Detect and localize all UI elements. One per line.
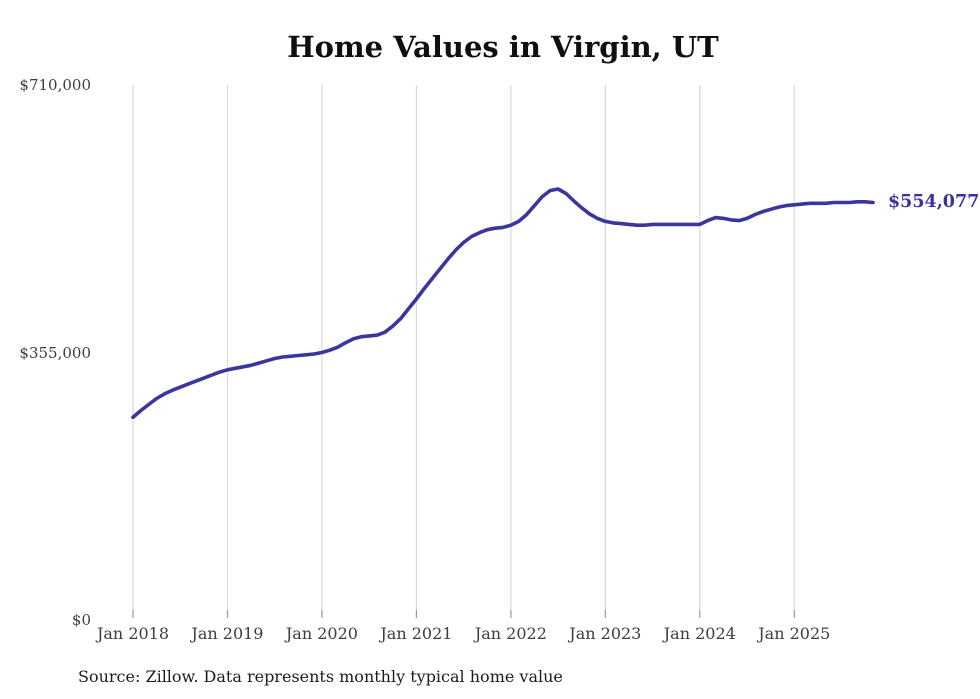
source-note: Source: Zillow. Data represents monthly …: [78, 667, 563, 686]
x-axis-label-2023: Jan 2023: [569, 624, 642, 643]
y-axis-label-355000: $355,000: [19, 343, 91, 362]
year-gridlines: [132, 85, 795, 610]
x-axis-label-2019: Jan 2019: [191, 624, 264, 643]
x-axis-label-2020: Jan 2020: [285, 624, 358, 643]
x-axis-ticks: [132, 610, 795, 618]
chart-title: Home Values in Virgin, UT: [287, 30, 719, 64]
y-axis-label-0: $0: [71, 611, 91, 629]
x-axis-label-2022: Jan 2022: [474, 624, 547, 643]
latest-value-label: $554,077: [888, 192, 980, 213]
x-axis-label-2025: Jan 2025: [758, 624, 831, 643]
x-axis-label-2021: Jan 2021: [380, 624, 453, 643]
x-axis-label-2018: Jan 2018: [96, 624, 170, 643]
x-axis-label-2024: Jan 2024: [663, 624, 736, 643]
y-axis-label-710000: $710,000: [19, 76, 91, 94]
home-value-line: [131, 187, 875, 420]
